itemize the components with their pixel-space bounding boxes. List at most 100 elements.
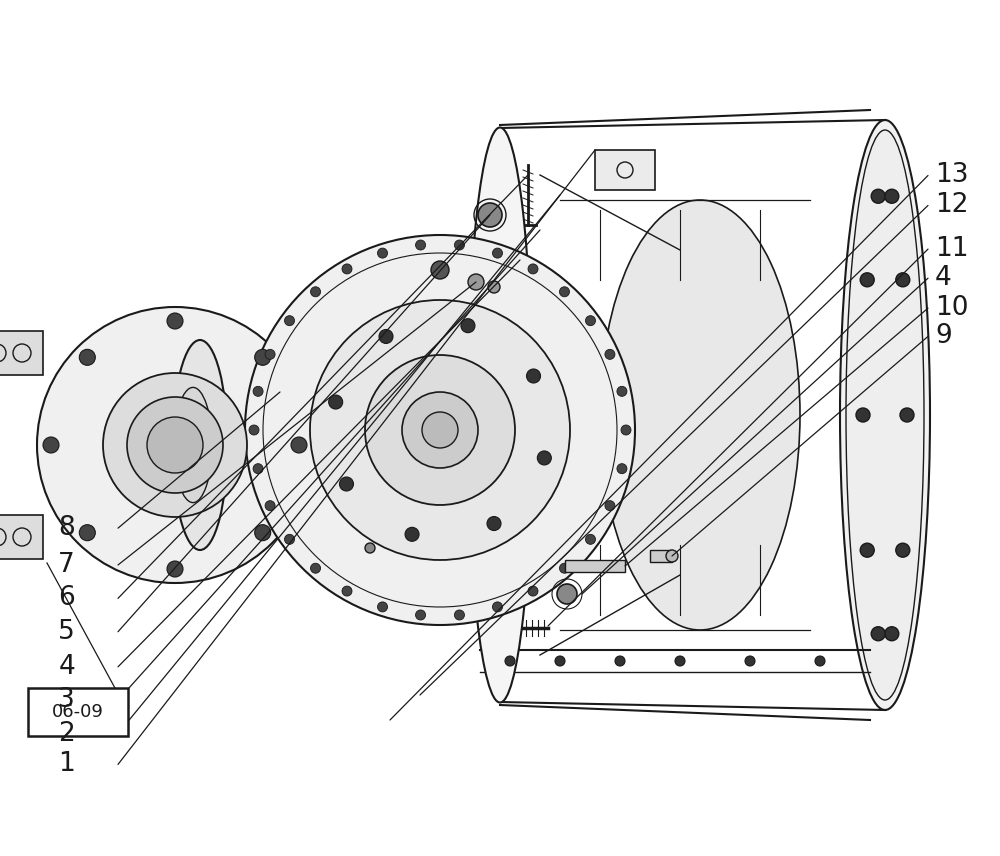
Circle shape (605, 349, 615, 360)
Circle shape (311, 287, 321, 297)
Circle shape (378, 602, 388, 612)
Circle shape (329, 395, 343, 409)
Circle shape (537, 451, 551, 465)
Text: 11: 11 (935, 236, 968, 262)
Circle shape (422, 412, 458, 448)
Circle shape (43, 437, 59, 453)
Text: 13: 13 (935, 163, 968, 188)
Circle shape (454, 240, 464, 250)
Circle shape (885, 189, 899, 203)
Text: 10: 10 (935, 295, 968, 321)
Circle shape (378, 248, 388, 259)
Circle shape (253, 464, 263, 473)
Text: 06-09: 06-09 (52, 703, 104, 721)
Circle shape (103, 373, 247, 517)
Circle shape (745, 656, 755, 666)
Circle shape (291, 437, 307, 453)
Circle shape (478, 203, 502, 227)
Bar (595, 150, 655, 190)
Circle shape (871, 627, 885, 641)
Circle shape (900, 408, 914, 422)
Circle shape (896, 544, 910, 557)
Bar (28, 688, 128, 736)
Text: 12: 12 (935, 193, 968, 218)
Circle shape (557, 584, 577, 604)
Ellipse shape (846, 130, 924, 700)
Circle shape (405, 527, 419, 541)
Circle shape (310, 300, 570, 560)
Circle shape (255, 525, 271, 541)
Text: 5: 5 (58, 619, 75, 645)
Circle shape (265, 349, 275, 360)
Bar (650, 550, 672, 562)
Circle shape (605, 501, 615, 511)
Circle shape (871, 189, 885, 203)
Text: 9: 9 (935, 324, 952, 349)
Circle shape (79, 525, 95, 541)
Circle shape (666, 550, 678, 562)
Ellipse shape (468, 128, 532, 703)
Circle shape (528, 264, 538, 274)
Ellipse shape (174, 388, 212, 502)
Circle shape (167, 313, 183, 329)
Circle shape (527, 369, 541, 383)
Bar (0, 331, 43, 375)
Circle shape (253, 386, 263, 396)
Ellipse shape (173, 340, 228, 550)
Circle shape (265, 501, 275, 511)
Circle shape (559, 287, 569, 297)
Circle shape (461, 318, 475, 333)
Circle shape (147, 417, 203, 473)
Circle shape (431, 261, 449, 279)
Circle shape (492, 602, 502, 612)
Circle shape (342, 264, 352, 274)
Circle shape (311, 563, 321, 574)
Circle shape (342, 586, 352, 596)
Circle shape (617, 464, 627, 473)
Bar (565, 560, 625, 572)
Text: 3: 3 (58, 687, 75, 713)
Circle shape (37, 307, 313, 583)
Text: 2: 2 (58, 721, 75, 746)
Circle shape (505, 656, 515, 666)
Ellipse shape (840, 120, 930, 710)
Circle shape (167, 561, 183, 577)
Circle shape (885, 627, 899, 641)
Text: 7: 7 (58, 552, 75, 578)
Circle shape (860, 273, 874, 287)
Circle shape (365, 543, 375, 553)
Circle shape (815, 656, 825, 666)
Circle shape (492, 248, 502, 259)
Ellipse shape (600, 200, 800, 630)
Circle shape (585, 534, 595, 544)
Circle shape (860, 544, 874, 557)
Text: 8: 8 (58, 515, 75, 541)
Circle shape (856, 408, 870, 422)
Text: 4: 4 (58, 654, 75, 680)
Circle shape (675, 656, 685, 666)
Circle shape (285, 316, 295, 325)
Circle shape (617, 386, 627, 396)
Circle shape (487, 516, 501, 531)
Bar (0, 515, 43, 559)
Circle shape (402, 392, 478, 468)
Circle shape (468, 274, 484, 290)
Circle shape (621, 425, 631, 435)
Circle shape (249, 425, 259, 435)
Circle shape (379, 330, 393, 343)
Circle shape (285, 534, 295, 544)
Circle shape (127, 397, 223, 493)
Text: 6: 6 (58, 586, 75, 611)
Circle shape (555, 656, 565, 666)
Circle shape (416, 240, 426, 250)
Circle shape (585, 316, 595, 325)
Circle shape (416, 610, 426, 620)
Circle shape (79, 349, 95, 366)
Circle shape (245, 235, 635, 625)
Circle shape (896, 273, 910, 287)
Text: 4: 4 (935, 265, 952, 291)
Circle shape (615, 656, 625, 666)
Circle shape (488, 281, 500, 293)
Circle shape (528, 586, 538, 596)
Text: 1: 1 (58, 752, 75, 777)
